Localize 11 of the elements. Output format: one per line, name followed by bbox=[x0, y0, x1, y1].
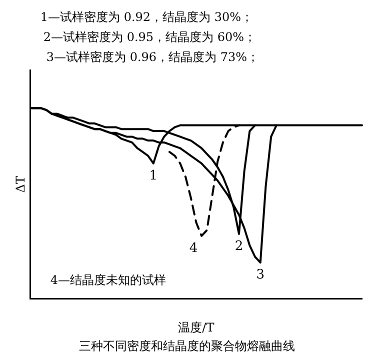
series-label: 1 bbox=[149, 168, 158, 184]
series-label: 3 bbox=[256, 267, 265, 282]
text: 3—试样密度为 0.96，结晶度为 73%； bbox=[46, 50, 260, 64]
y-axis-title: ΔT bbox=[13, 176, 28, 193]
annotation: 4—结晶度未知的试样 bbox=[50, 272, 166, 287]
x-axis-title: 温度/T bbox=[178, 320, 214, 335]
text: 三种不同密度和结晶度的聚合物熔融曲线 bbox=[79, 338, 295, 353]
series-label: 4 bbox=[189, 240, 198, 256]
series-label: 2 bbox=[234, 238, 244, 254]
text: 2—试样密度为 0.95，结晶度为 60%； bbox=[43, 30, 256, 44]
text: 1—试样密度为 0.92，结晶度为 30%； bbox=[40, 10, 254, 24]
